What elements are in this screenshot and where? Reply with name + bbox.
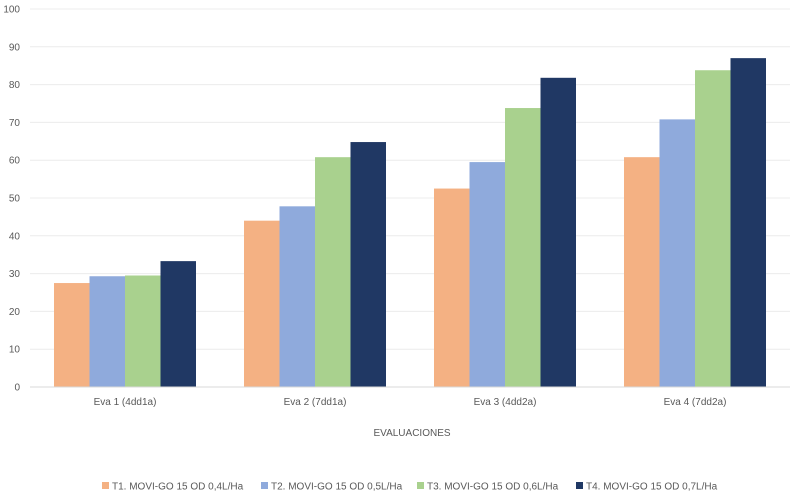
legend-label-2: T2. MOVI-GO 15 OD 0,5L/Ha: [271, 482, 403, 493]
x-axis-ticks: Eva 1 (4dd1a) Eva 2 (7dd1a) Eva 3 (4dd2a) E…: [94, 397, 727, 408]
legend-swatch-2: [261, 482, 268, 489]
y-tick-label: 90: [9, 42, 21, 53]
legend-label-1: T1. MOVI-GO 15 OD 0,4L/Ha: [112, 482, 244, 493]
x-tick-label: Eva 1 (4dd1a): [94, 397, 157, 408]
bar-3-2: [315, 157, 351, 387]
y-tick-label: 40: [9, 231, 21, 242]
y-tick-label: 100: [3, 5, 20, 16]
bar-2-3: [469, 162, 505, 387]
x-tick-label: Eva 2 (7dd1a): [284, 397, 347, 408]
bar-4-4: [730, 58, 766, 387]
bar-3-4: [695, 70, 731, 388]
bars: [54, 58, 766, 388]
bar-1-3: [434, 188, 470, 387]
x-tick-label: Eva 3 (4dd2a): [474, 397, 537, 408]
y-tick-label: 20: [9, 307, 21, 318]
bar-4-2: [350, 142, 386, 387]
bar-2-4: [659, 119, 695, 387]
bar-4-1: [160, 261, 196, 387]
y-tick-label: 30: [9, 269, 21, 280]
y-tick-label: 0: [14, 383, 20, 394]
y-axis-ticks: 0 10 20 30 40 50 60 70 80 90 100: [3, 5, 20, 394]
bar-2-1: [89, 276, 125, 387]
bar-1-1: [54, 283, 90, 387]
bar-3-3: [505, 108, 541, 387]
y-tick-label: 60: [9, 156, 21, 167]
legend-swatch-4: [576, 482, 583, 489]
bar-1-4: [624, 157, 660, 387]
bar-4-3: [540, 77, 576, 388]
y-tick-label: 50: [9, 194, 21, 205]
legend-swatch-3: [417, 482, 424, 489]
legend-swatch-1: [102, 482, 109, 489]
x-axis-title: EVALUACIONES: [373, 428, 450, 439]
legend: T1. MOVI-GO 15 OD 0,4L/Ha T2. MOVI-GO 15 …: [102, 482, 718, 493]
bar-1-2: [244, 220, 280, 387]
bar-3-1: [125, 275, 161, 387]
bar-2-2: [279, 206, 315, 387]
y-tick-label: 70: [9, 118, 21, 129]
y-tick-label: 80: [9, 80, 21, 91]
x-tick-label: Eva 4 (7dd2a): [664, 397, 727, 408]
legend-label-4: T4. MOVI-GO 15 OD 0,7L/Ha: [586, 482, 718, 493]
legend-label-3: T3. MOVI-GO 15 OD 0,6L/Ha: [427, 482, 559, 493]
y-tick-label: 10: [9, 345, 21, 356]
